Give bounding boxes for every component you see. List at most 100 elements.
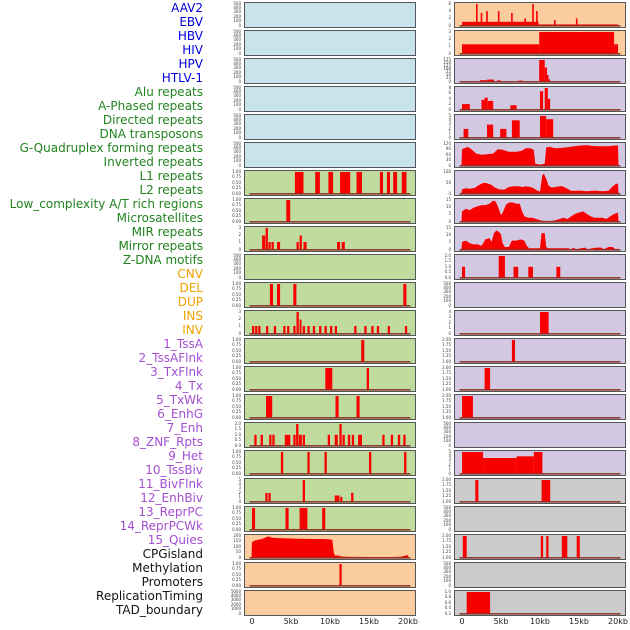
y-tick-label: 0.25 bbox=[232, 577, 241, 582]
data-shape bbox=[459, 81, 621, 83]
data-shape bbox=[339, 564, 342, 586]
row-label: 9_Het bbox=[168, 449, 203, 463]
track-panel bbox=[244, 562, 416, 588]
x-tick-label: 20kb bbox=[608, 617, 628, 626]
y-tick-label: 120 bbox=[443, 140, 451, 146]
y-tick-label: 500 bbox=[233, 252, 241, 258]
data-shape bbox=[539, 60, 545, 82]
track-data bbox=[459, 230, 621, 251]
track-panel bbox=[454, 86, 626, 112]
track-data bbox=[459, 256, 621, 279]
y-tick-label: 4 bbox=[448, 116, 451, 122]
y-tick-label: 1.25 bbox=[442, 381, 451, 386]
data-shape bbox=[475, 480, 479, 502]
track-panel bbox=[244, 422, 416, 448]
data-shape bbox=[459, 277, 621, 279]
y-tick-label: 0.00 bbox=[232, 414, 241, 420]
data-shape bbox=[258, 326, 261, 334]
y-tick-label: 1.5 bbox=[234, 426, 241, 431]
y-tick-label: 0 bbox=[448, 470, 451, 476]
x-tick-label: 15kb bbox=[569, 617, 589, 626]
y-tick-label: 300 bbox=[443, 429, 451, 435]
y-tick-label: 400 bbox=[443, 284, 451, 290]
row-label: 13_ReprPC bbox=[138, 505, 203, 519]
data-shape bbox=[265, 492, 268, 502]
area-series bbox=[461, 145, 619, 166]
data-shape bbox=[497, 80, 501, 82]
data-shape bbox=[335, 396, 339, 418]
y-tick-label: 100 bbox=[443, 298, 451, 304]
data-shape bbox=[459, 333, 621, 335]
y-tick-label: 100 bbox=[443, 522, 451, 528]
data-shape bbox=[299, 508, 308, 530]
data-shape bbox=[342, 434, 345, 446]
row-label: 8_ZNF_Rpts bbox=[132, 435, 203, 449]
data-shape bbox=[459, 389, 621, 391]
y-tick-label: 2 bbox=[448, 125, 451, 131]
y-tick-label: 0.00 bbox=[232, 470, 241, 476]
row-label: 1_TssA bbox=[163, 337, 203, 351]
y-tick-label: 0.25 bbox=[232, 353, 241, 358]
y-tick-label: 500 bbox=[233, 56, 241, 62]
data-shape bbox=[249, 305, 411, 307]
data-shape bbox=[546, 119, 554, 138]
data-shape bbox=[479, 80, 487, 82]
data-shape bbox=[516, 456, 534, 474]
data-shape bbox=[539, 32, 615, 54]
y-tick-label: 5 bbox=[448, 112, 451, 118]
row-label: INS bbox=[182, 309, 203, 323]
y-tick-label: 6 bbox=[448, 0, 451, 6]
data-shape bbox=[533, 452, 543, 474]
track-data bbox=[249, 452, 411, 475]
track-data bbox=[459, 536, 621, 559]
data-shape bbox=[312, 326, 316, 334]
data-shape bbox=[252, 508, 256, 530]
y-tick-label: 1.00 bbox=[442, 358, 451, 364]
track-data bbox=[249, 312, 411, 335]
data-shape bbox=[518, 80, 523, 82]
y-tick-label: 0.6 bbox=[444, 599, 451, 605]
y-tick-label: 0.4 bbox=[444, 605, 451, 610]
y-tick-label: 5 bbox=[448, 448, 451, 454]
y-tick-label: 0.00 bbox=[232, 190, 241, 196]
data-shape bbox=[334, 434, 338, 446]
track-data bbox=[459, 4, 621, 27]
data-shape bbox=[544, 88, 548, 110]
y-tick-label: 4 bbox=[448, 7, 451, 13]
track-data bbox=[249, 200, 411, 223]
data-shape bbox=[298, 434, 302, 446]
y-tick-label: 0.25 bbox=[232, 465, 241, 470]
y-tick-label: 0 bbox=[448, 50, 451, 56]
track-panel bbox=[454, 310, 626, 336]
data-shape bbox=[486, 11, 488, 26]
track-panel bbox=[244, 226, 416, 252]
y-tick-label: 400 bbox=[233, 256, 241, 262]
track-data bbox=[249, 172, 411, 195]
y-tick-label: 500 bbox=[443, 420, 451, 426]
y-tick-label: 50 bbox=[445, 179, 451, 185]
track-panel bbox=[244, 58, 416, 84]
y-tick-label: 15 bbox=[445, 196, 451, 202]
track-panel bbox=[454, 422, 626, 448]
data-shape bbox=[293, 434, 296, 446]
row-label: AAV2 bbox=[171, 1, 203, 15]
y-tick-label: 1.00 bbox=[442, 498, 451, 504]
data-shape bbox=[459, 417, 621, 419]
data-shape bbox=[269, 434, 272, 446]
y-tick-label: 1.50 bbox=[442, 487, 451, 493]
y-tick-label: 5 bbox=[448, 239, 451, 245]
y-tick-label: 500 bbox=[233, 112, 241, 118]
y-tick-label: 1.00 bbox=[442, 414, 451, 420]
data-shape bbox=[249, 501, 411, 503]
y-tick-label: 3 bbox=[238, 224, 241, 230]
data-shape bbox=[466, 592, 491, 614]
y-tick-label: 300 bbox=[233, 261, 241, 267]
data-shape bbox=[354, 326, 357, 334]
data-shape bbox=[351, 492, 354, 502]
data-shape bbox=[463, 128, 469, 138]
row-label: L1 repeats bbox=[139, 169, 204, 183]
data-shape bbox=[371, 326, 374, 334]
track-panel bbox=[454, 590, 626, 616]
y-tick-label: 100 bbox=[233, 270, 241, 276]
row-label: MIR repeats bbox=[131, 225, 203, 239]
